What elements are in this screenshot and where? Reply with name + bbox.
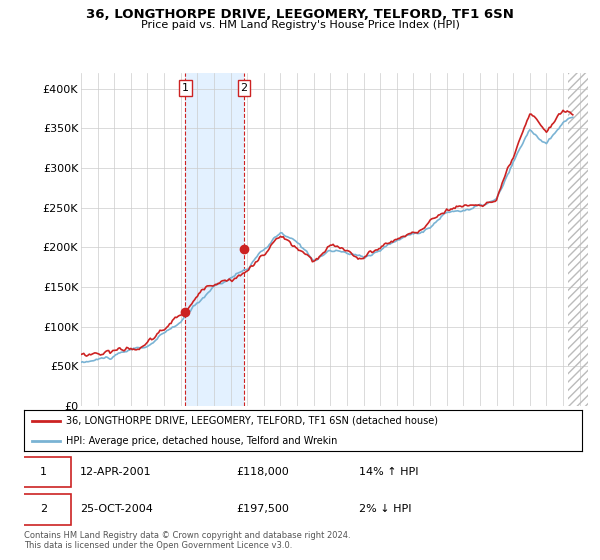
Text: Price paid vs. HM Land Registry's House Price Index (HPI): Price paid vs. HM Land Registry's House … [140, 20, 460, 30]
Text: 1: 1 [40, 467, 47, 477]
Text: HPI: Average price, detached house, Telford and Wrekin: HPI: Average price, detached house, Telf… [66, 436, 337, 446]
Text: 36, LONGTHORPE DRIVE, LEEGOMERY, TELFORD, TF1 6SN (detached house): 36, LONGTHORPE DRIVE, LEEGOMERY, TELFORD… [66, 416, 438, 426]
FancyBboxPatch shape [16, 456, 71, 487]
Text: £197,500: £197,500 [236, 505, 289, 514]
Text: 25-OCT-2004: 25-OCT-2004 [80, 505, 152, 514]
Text: 2: 2 [40, 505, 47, 514]
Text: 36, LONGTHORPE DRIVE, LEEGOMERY, TELFORD, TF1 6SN: 36, LONGTHORPE DRIVE, LEEGOMERY, TELFORD… [86, 8, 514, 21]
Bar [568, 73, 588, 406]
FancyBboxPatch shape [16, 494, 71, 525]
Bar [568, 73, 588, 406]
Text: 1: 1 [182, 83, 189, 93]
Text: 2% ↓ HPI: 2% ↓ HPI [359, 505, 412, 514]
Bar [185, 73, 244, 406]
Text: £118,000: £118,000 [236, 467, 289, 477]
Text: 2: 2 [241, 83, 248, 93]
Text: 12-APR-2001: 12-APR-2001 [80, 467, 151, 477]
Text: Contains HM Land Registry data © Crown copyright and database right 2024.
This d: Contains HM Land Registry data © Crown c… [24, 531, 350, 550]
Text: 14% ↑ HPI: 14% ↑ HPI [359, 467, 418, 477]
